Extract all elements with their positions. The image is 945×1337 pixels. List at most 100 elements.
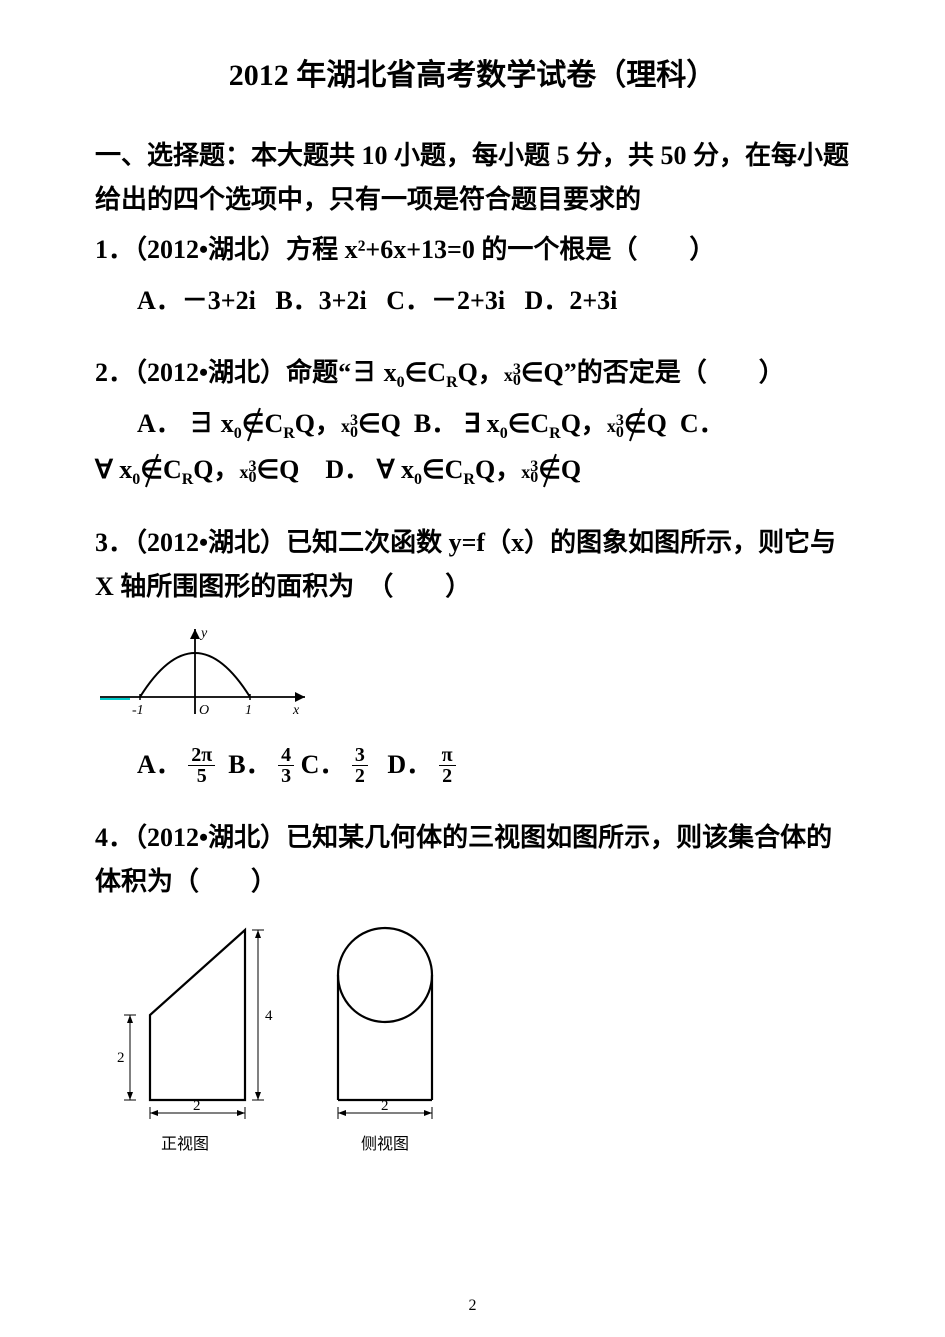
label-d: D． — [387, 750, 432, 779]
q2d-a: ∀ x — [377, 455, 414, 484]
front-view-caption: 正视图 — [95, 1130, 275, 1154]
q2d-b: ∈C — [422, 455, 463, 484]
x: x — [341, 416, 350, 436]
svg-text:x: x — [292, 703, 300, 718]
sub: 0 — [350, 424, 358, 441]
x03-sub: 0 — [513, 372, 521, 389]
q1-text: （2012•湖北）方程 x²+6x+13=0 的一个根是（ ） — [134, 235, 715, 264]
page-title: 2012 年湖北省高考数学试卷（理科） — [95, 50, 850, 94]
q3-figure: -1 O 1 y x — [95, 619, 850, 729]
q2-text-c: Q， — [458, 358, 504, 387]
x03-x: x — [504, 365, 513, 385]
x: x — [521, 462, 530, 482]
x: x — [240, 462, 249, 482]
q3-options: A． 2π5 B． 43 C． 32 D． π2 — [95, 743, 850, 788]
q3-opt-c: 32 — [352, 745, 368, 786]
question-2: 2．（2012•湖北）命题“∃ x0∈CRQ，x30∈Q”的否定是（ ） — [95, 351, 850, 396]
q1-options: A．－3+2i B．3+2i C．－2+3i D．2+3i — [95, 279, 850, 323]
q2-text-b: ∈C — [405, 358, 446, 387]
notin-icon: ∈ — [140, 455, 163, 484]
q2b-b: ∈C — [508, 409, 549, 438]
notin-icon: ∈ — [242, 409, 265, 438]
q1-opt-c: －2+3i — [431, 286, 505, 315]
q2-number: 2 — [95, 358, 108, 387]
sub: R — [549, 425, 561, 442]
q2a-b: C — [264, 409, 283, 438]
q2-text-a: （2012•湖北）命题“∃ x — [134, 358, 397, 387]
label-a: A． — [137, 286, 182, 315]
side-view: 2 侧视图 — [305, 910, 465, 1154]
side-view-caption: 侧视图 — [305, 1130, 465, 1154]
sub: 0 — [414, 471, 422, 488]
q2b-a: ∃ x — [464, 409, 500, 438]
q1-opt-d: 2+3i — [569, 286, 617, 315]
x03: x30 — [521, 462, 538, 482]
q2-text-d: ∈Q”的否定是（ ） — [521, 358, 785, 387]
question-4: 4．（2012•湖北）已知某几何体的三视图如图所示，则该集合体的体积为（ ） — [95, 816, 850, 904]
label-b: B． — [275, 286, 318, 315]
page-number: 2 — [0, 1297, 945, 1315]
svg-text:4: 4 — [265, 1008, 273, 1024]
q1-opt-b: 3+2i — [319, 286, 367, 315]
x: x — [607, 416, 616, 436]
q2-options: A． ∃ x0∈CRQ，x30∈Q B． ∃ x0∈CRQ，x30∈Q C． ∀… — [95, 402, 850, 493]
q2a-d: ∈Q — [358, 409, 401, 438]
sub: 0 — [249, 469, 257, 486]
q2a-a: ∃ x — [188, 409, 234, 438]
sub: 0 — [616, 424, 624, 441]
sub: R — [182, 471, 194, 488]
label-a: A． — [137, 750, 182, 779]
x03: x30 — [607, 416, 624, 436]
q4-figures: 2 2 4 正视图 — [95, 910, 850, 1154]
q2b-c: Q， — [561, 409, 607, 438]
q3-text: （2012•湖北）已知二次函数 y=f（x）的图象如图所示，则它与 X 轴所围图… — [95, 528, 836, 601]
q2c-c: Q， — [193, 455, 239, 484]
q2b-d: Q — [647, 409, 667, 438]
label-b: B． — [228, 750, 271, 779]
svg-text:y: y — [199, 626, 208, 641]
q3-opt-b: 43 — [278, 745, 294, 786]
q4-text: （2012•湖北）已知某几何体的三视图如图所示，则该集合体的体积为（ ） — [95, 823, 832, 896]
front-view: 2 2 4 正视图 — [95, 910, 275, 1154]
svg-text:2: 2 — [193, 1098, 201, 1114]
x03: x30 — [341, 416, 358, 436]
svg-text:2: 2 — [117, 1050, 125, 1066]
svg-text:1: 1 — [245, 703, 252, 718]
section-heading: 一、选择题：本大题共 10 小题，每小题 5 分，共 50 分，在每小题给出的四… — [95, 134, 850, 222]
parabola-graph-icon: -1 O 1 y x — [95, 619, 315, 729]
q2d-c: Q， — [475, 455, 521, 484]
svg-text:-1: -1 — [132, 703, 144, 718]
label-c: C． — [680, 409, 725, 438]
notin-icon: ∈ — [538, 455, 561, 484]
front-view-icon: 2 2 4 — [95, 910, 275, 1130]
sub: R — [463, 471, 475, 488]
q1-number: 1 — [95, 235, 108, 264]
svg-text:2: 2 — [381, 1098, 389, 1114]
x03: x30 — [504, 365, 521, 385]
x03: x30 — [240, 462, 257, 482]
q4-number: 4 — [95, 823, 108, 852]
q2d-d: Q — [561, 455, 581, 484]
side-view-icon: 2 — [305, 910, 465, 1130]
label-b: B． — [414, 409, 457, 438]
sub-r: R — [446, 374, 458, 391]
label-d: D． — [525, 286, 570, 315]
label-a: A． — [137, 409, 182, 438]
q2c-b: C — [163, 455, 182, 484]
q3-number: 3 — [95, 528, 108, 557]
q2c-d: ∈Q — [257, 455, 300, 484]
q3-opt-a: 2π5 — [188, 745, 215, 786]
notin-icon: ∈ — [624, 409, 647, 438]
sub: 0 — [500, 425, 508, 442]
svg-text:O: O — [199, 703, 209, 718]
label-c: C． — [301, 750, 346, 779]
question-3: 3．（2012•湖北）已知二次函数 y=f（x）的图象如图所示，则它与 X 轴所… — [95, 521, 850, 609]
sub: R — [283, 425, 295, 442]
q1-opt-a: －3+2i — [182, 286, 256, 315]
sub-0: 0 — [397, 374, 405, 391]
q3-opt-d: π2 — [439, 745, 456, 786]
question-1: 1．（2012•湖北）方程 x²+6x+13=0 的一个根是（ ） — [95, 228, 850, 272]
q2a-c: Q， — [295, 409, 341, 438]
q2c-a: ∀ x — [95, 455, 132, 484]
label-c: C． — [386, 286, 431, 315]
